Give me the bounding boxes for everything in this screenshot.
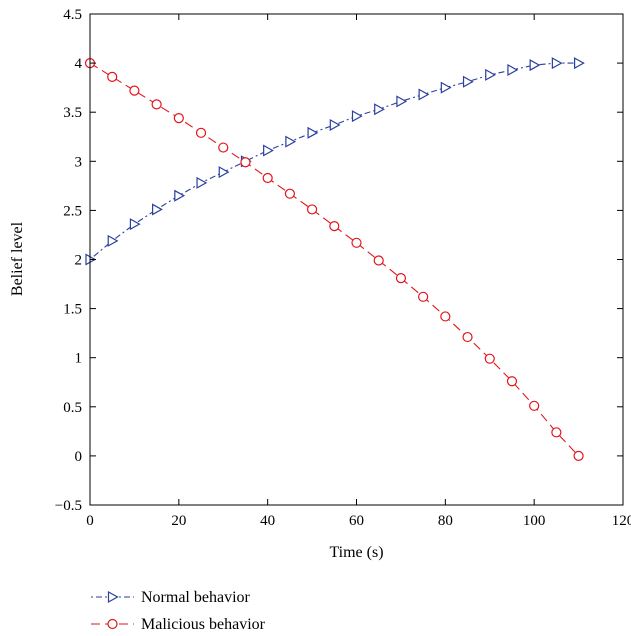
data-point: [263, 144, 274, 157]
plot-frame: [89, 13, 624, 506]
legend-marker: [107, 618, 118, 630]
data-point: [195, 127, 207, 138]
data-point: [285, 135, 297, 148]
x-tick-label: 80: [438, 513, 453, 529]
data-point: [152, 203, 163, 216]
legend-label: Normal behavior: [141, 589, 251, 606]
data-point: [174, 189, 186, 202]
data-point: [440, 311, 451, 322]
legend-label: Malicious behavior: [141, 616, 266, 633]
legend: Normal behavior Malicious behavior: [91, 589, 266, 633]
data-point: [573, 57, 585, 70]
series-malicious-behavior: [84, 57, 584, 461]
plot-layer: [84, 57, 585, 461]
x-tick-label: 40: [260, 513, 275, 529]
y-tick-label: 4.5: [63, 7, 82, 23]
y-tick-label: 1.5: [63, 302, 82, 318]
data-point: [196, 176, 208, 189]
data-point: [551, 427, 562, 438]
data-point: [218, 166, 230, 179]
y-tick-label: 3: [75, 154, 83, 170]
data-point: [551, 57, 563, 70]
data-point: [507, 63, 519, 76]
legend-entry: Normal behavior: [91, 589, 251, 606]
data-point: [306, 204, 318, 215]
y-axis-label: Belief level: [9, 221, 26, 296]
data-point: [396, 95, 408, 108]
data-point: [395, 273, 407, 284]
series-line: [89, 62, 579, 457]
ticks-layer: 0 20 40 60 80 100 120−0.500.511.522.533.544.5: [55, 7, 631, 529]
y-tick-label: −0.5: [55, 498, 82, 514]
y-tick-label: 4: [75, 56, 83, 72]
legend-entry: Malicious behavior: [91, 616, 266, 633]
data-point: [484, 353, 495, 364]
data-point: [284, 188, 295, 199]
data-point: [506, 376, 518, 387]
y-tick-label: 0.5: [63, 400, 82, 416]
data-point: [129, 218, 141, 231]
x-tick-label: 120: [612, 513, 631, 529]
series-normal-behavior: [85, 57, 585, 266]
data-point: [329, 221, 340, 232]
data-point: [440, 81, 452, 94]
data-point: [262, 172, 273, 184]
y-tick-label: 0: [75, 449, 83, 465]
data-point: [351, 237, 362, 248]
data-point: [351, 110, 363, 123]
x-tick-label: 100: [523, 513, 546, 529]
y-tick-label: 2: [75, 253, 83, 269]
data-point: [462, 331, 473, 343]
data-point: [107, 234, 119, 247]
data-point: [151, 99, 162, 110]
x-axis-label: Time (s): [329, 544, 383, 561]
data-point: [418, 88, 430, 101]
x-tick-label: 0: [86, 513, 94, 529]
data-point: [329, 118, 341, 131]
data-point: [240, 157, 251, 168]
x-tick-label: 20: [171, 513, 186, 529]
y-tick-label: 1: [75, 351, 83, 367]
data-point: [107, 71, 118, 82]
y-tick-label: 2.5: [63, 203, 82, 219]
data-point: [529, 400, 540, 411]
data-point: [462, 75, 474, 88]
data-point: [485, 68, 496, 81]
data-point: [129, 85, 140, 96]
data-point: [573, 450, 584, 461]
data-point: [307, 126, 319, 139]
y-tick-label: 3.5: [63, 105, 82, 121]
legend-marker: [107, 590, 119, 604]
data-point: [218, 142, 229, 153]
x-tick-label: 60: [349, 513, 364, 529]
data-point: [529, 59, 541, 72]
data-point: [418, 291, 429, 302]
data-point: [374, 103, 385, 116]
data-point: [373, 255, 384, 266]
data-point: [173, 112, 184, 124]
